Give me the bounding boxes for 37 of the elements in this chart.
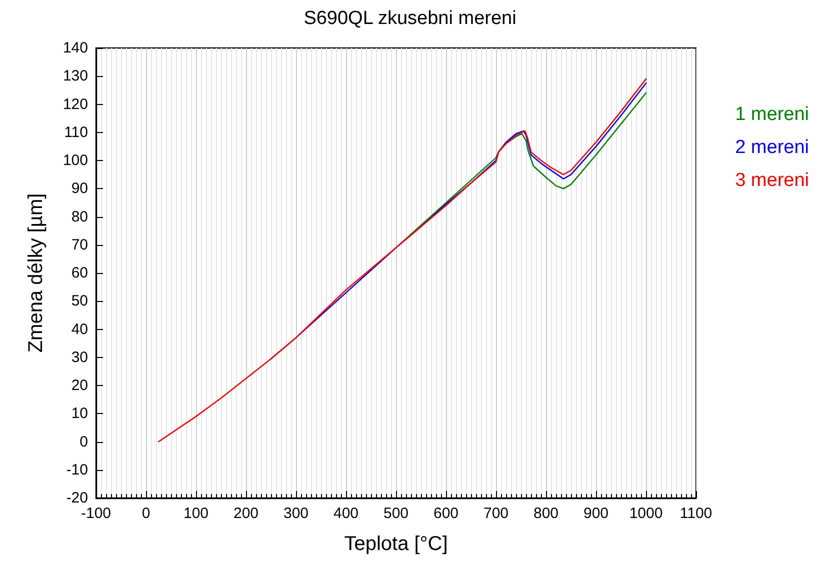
line-series — [158, 78, 647, 442]
y-tick-label: 50 — [71, 292, 88, 310]
x-tick-label: 300 — [283, 505, 309, 522]
x-tick-label: 700 — [483, 505, 509, 522]
y-tick-label: 10 — [71, 405, 88, 422]
x-tick-label: 500 — [383, 505, 409, 522]
y-tick-label: 20 — [71, 377, 88, 394]
x-tick-label: 900 — [583, 505, 609, 522]
text: 1 mereni — [735, 104, 809, 125]
chart-title: S690QL zkusebni mereni — [304, 8, 516, 29]
y-tick-label: 90 — [71, 180, 88, 198]
x-tick-label: 1100 — [680, 505, 712, 522]
x-axis-title: Teplota [°C] — [344, 533, 448, 555]
y-tick-label: 140 — [62, 40, 88, 56]
y-tick-label: 70 — [71, 236, 88, 254]
y-tick-label: -20 — [66, 490, 88, 506]
y-tick-label: 110 — [64, 124, 88, 141]
x-tick-label: 800 — [533, 505, 559, 522]
x-tick-label: 400 — [333, 505, 359, 522]
y-axis-title: Zmena délky [µm] — [25, 193, 47, 353]
y-tick-label: 80 — [71, 208, 88, 226]
x-tick-label: 200 — [233, 505, 259, 522]
y-tick-label: 0 — [80, 433, 88, 450]
y-tick-label: 130 — [62, 68, 88, 85]
x-tick-label: 100 — [183, 505, 209, 522]
y-tick-label: 60 — [71, 264, 88, 282]
x-tick-label: 1000 — [629, 505, 663, 522]
x-tick-label: 600 — [433, 505, 459, 522]
x-tick-label: 0 — [142, 505, 150, 522]
y-tick-label: 30 — [71, 348, 88, 366]
x-tick-label: -100 — [80, 505, 112, 522]
y-tick-label: 40 — [71, 320, 88, 338]
text: 2 mereni — [735, 137, 809, 158]
y-tick-label: 100 — [62, 152, 88, 169]
y-tick-label: 120 — [62, 96, 88, 113]
text: 3 mereni — [735, 170, 809, 191]
y-tick-label: -10 — [66, 461, 88, 478]
